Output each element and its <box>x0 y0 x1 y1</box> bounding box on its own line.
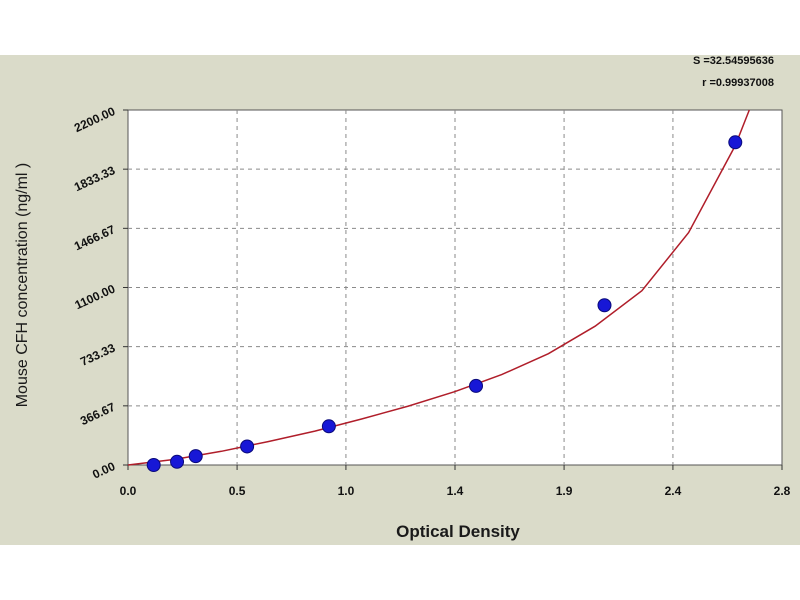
y-tick-label: 1833.33 <box>72 163 118 194</box>
data-point <box>728 135 743 150</box>
data-point <box>469 378 484 393</box>
x-axis-label: Optical Density <box>396 522 520 541</box>
fit-curve <box>127 109 750 466</box>
y-tick-label: 0.00 <box>90 459 117 482</box>
data-point <box>170 454 185 469</box>
y-tick-label: 733.33 <box>78 341 117 369</box>
y-tick-label: 1100.00 <box>73 281 118 312</box>
x-tick-label: 2.8 <box>774 484 791 498</box>
data-point <box>240 439 255 454</box>
x-tick-label: 0.5 <box>229 484 246 498</box>
y-axis-label: Mouse CFH concentration (ng/ml ) <box>14 162 31 408</box>
x-tick-label: 2.4 <box>665 484 682 498</box>
y-tick-label: 1466.67 <box>72 222 118 253</box>
data-point <box>321 419 336 434</box>
data-point <box>597 298 612 313</box>
x-tick-label: 1.9 <box>556 484 573 498</box>
x-tick-label: 0.0 <box>120 484 137 498</box>
r-statistic: r =0.99937008 <box>702 77 774 89</box>
data-point <box>146 458 161 472</box>
s-statistic: S =32.54595636 <box>692 55 774 67</box>
x-tick-label: 1.0 <box>338 484 355 498</box>
data-point <box>188 449 203 464</box>
y-tick-label: 366.67 <box>78 400 117 428</box>
x-tick-label: 1.4 <box>447 484 464 498</box>
y-tick-label: 2200.00 <box>72 104 118 135</box>
